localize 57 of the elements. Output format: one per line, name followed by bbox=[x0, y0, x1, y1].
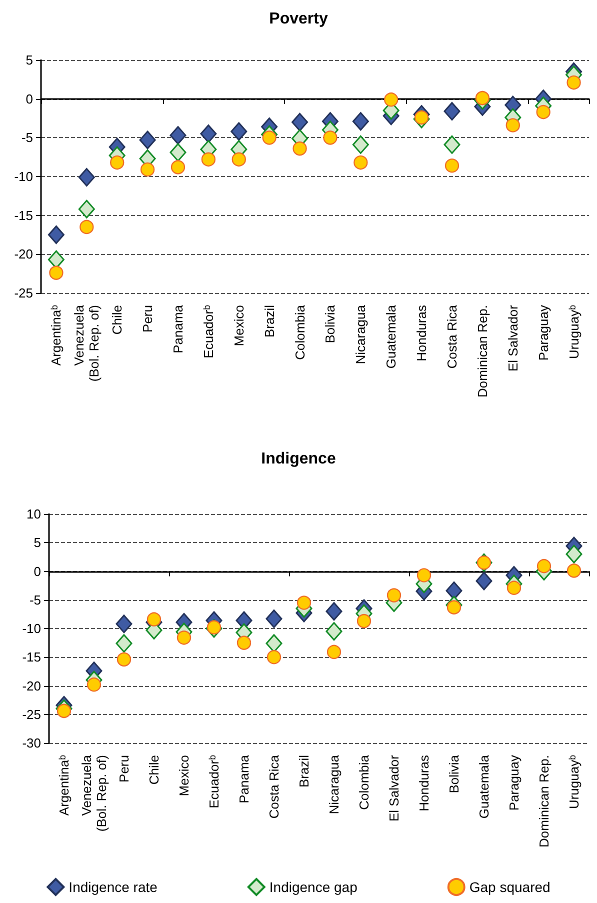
y-tick-label: 5 bbox=[26, 52, 33, 68]
y-tick-label: -10 bbox=[14, 169, 33, 184]
y-tick-label: -15 bbox=[14, 208, 33, 223]
x-tick-label: Peru bbox=[140, 305, 156, 332]
chart-title: Indigence bbox=[261, 450, 336, 468]
x-tick-label: Bolivia bbox=[322, 304, 338, 344]
x-tick-label: Nicaragua bbox=[353, 304, 368, 364]
x-tick-label: Costa Rica bbox=[266, 754, 282, 819]
y-tick-label: 10 bbox=[26, 506, 41, 522]
y-tick-label: -20 bbox=[14, 246, 33, 262]
y-tick-label: 0 bbox=[26, 91, 33, 106]
y-tick-label: -20 bbox=[22, 678, 41, 694]
x-tick-label: Chile bbox=[110, 305, 125, 335]
x-tick-label: Venezuela (Bol. Rep. of) bbox=[72, 304, 102, 382]
x-tick-label: Guatemala bbox=[384, 304, 399, 369]
x-tick-label: Dominican Rep. bbox=[536, 755, 552, 848]
x-tick-label: Ecuadorᵇ bbox=[206, 754, 222, 808]
x-tick-label: Brazil bbox=[296, 754, 312, 788]
x-tick-label: Argentinaᵇ bbox=[56, 754, 72, 816]
x-tick-label: Paraguay bbox=[536, 304, 551, 361]
x-tick-label: Argentinaᵇ bbox=[48, 304, 64, 366]
x-tick-label: Honduras bbox=[414, 304, 430, 362]
x-tick-label: Honduras bbox=[416, 754, 432, 812]
x-tick-label: El Salvador bbox=[505, 304, 520, 372]
x-tick-label: Mexico bbox=[176, 755, 192, 796]
y-tick-label: 0 bbox=[34, 564, 41, 579]
x-tick-label: Peru bbox=[116, 755, 132, 782]
x-tick-label: Uruguayᵇ bbox=[566, 754, 582, 810]
x-tick-label: Paraguay bbox=[506, 754, 522, 811]
x-tick-label: Mexico bbox=[231, 305, 246, 346]
x-tick-label: Panama bbox=[236, 754, 252, 804]
y-tick-label: -30 bbox=[22, 736, 41, 750]
y-tick-label: -5 bbox=[29, 592, 41, 608]
x-tick-label: El Salvador bbox=[386, 754, 402, 822]
x-tick-label: Venezuela (Bol. Rep. of) bbox=[79, 754, 109, 832]
x-tick-label: Dominican Rep. bbox=[474, 305, 490, 398]
x-tick-label: Bolivia bbox=[446, 754, 462, 794]
x-tick-label: Chile bbox=[146, 755, 162, 785]
legend-label: Indigence gap bbox=[269, 879, 358, 895]
chart-title: Poverty bbox=[269, 10, 328, 28]
x-tick-label: Brazil bbox=[262, 304, 277, 338]
legend-label: Indigence rate bbox=[68, 879, 158, 895]
x-tick-label: Colombia bbox=[356, 754, 372, 810]
y-tick-label: -5 bbox=[21, 130, 33, 146]
x-tick-label: Nicaragua bbox=[326, 754, 342, 814]
y-tick-label: -10 bbox=[22, 621, 41, 636]
x-tick-label: Uruguayᵇ bbox=[566, 304, 582, 360]
x-tick-label: Costa Rica bbox=[444, 304, 460, 369]
x-tick-label: Ecuadorᵇ bbox=[200, 304, 216, 358]
y-tick-label: -15 bbox=[22, 650, 41, 665]
legend-label: Gap squared bbox=[469, 879, 550, 895]
y-tick-label: 5 bbox=[34, 535, 41, 550]
x-tick-label: Panama bbox=[170, 304, 186, 354]
x-tick-label: Colombia bbox=[292, 304, 308, 360]
x-tick-label: Guatemala bbox=[476, 754, 492, 819]
y-tick-label: -25 bbox=[22, 706, 41, 722]
y-tick-label: -25 bbox=[14, 286, 33, 300]
